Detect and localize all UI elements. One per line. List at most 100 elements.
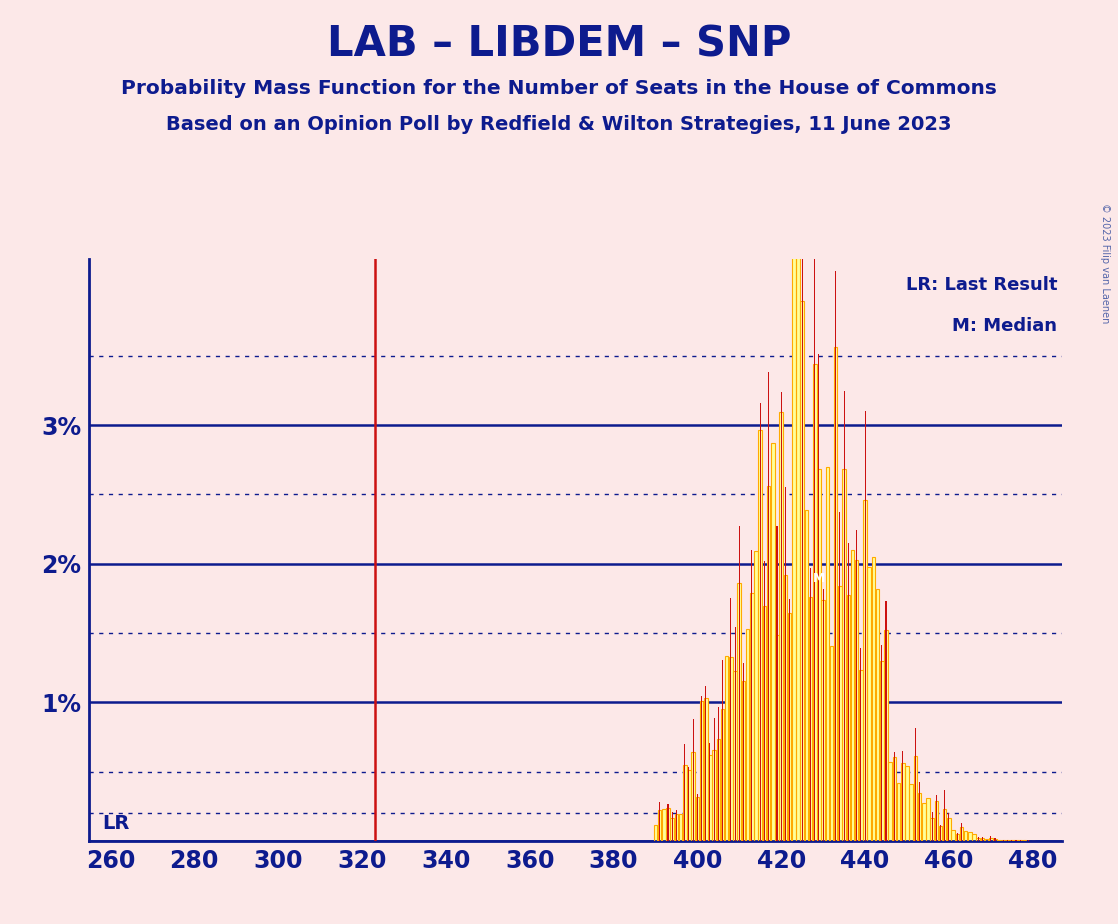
Bar	[851, 550, 854, 841]
Bar	[775, 636, 779, 841]
Bar	[947, 818, 950, 841]
Bar	[750, 593, 754, 841]
Bar	[724, 656, 729, 841]
Bar	[918, 793, 921, 841]
Bar	[989, 838, 993, 841]
Bar	[942, 808, 947, 841]
Bar	[825, 467, 830, 841]
Bar	[993, 839, 997, 841]
Bar	[662, 809, 665, 841]
Bar	[906, 766, 909, 841]
Bar	[897, 783, 900, 841]
Bar	[708, 756, 712, 841]
Bar	[755, 552, 758, 841]
Bar	[834, 347, 837, 841]
Bar	[800, 301, 804, 841]
Bar	[989, 838, 993, 841]
Bar	[855, 561, 859, 841]
Bar	[939, 826, 942, 841]
Bar	[889, 762, 892, 841]
Bar	[855, 561, 859, 841]
Bar	[671, 818, 674, 841]
Bar	[767, 486, 770, 841]
Bar	[838, 587, 842, 841]
Bar	[935, 801, 938, 841]
Bar	[872, 557, 875, 841]
Bar	[788, 614, 792, 841]
Bar	[792, 249, 796, 841]
Bar	[666, 808, 670, 841]
Bar	[750, 593, 754, 841]
Bar	[729, 657, 732, 841]
Bar	[784, 576, 787, 841]
Bar	[859, 670, 863, 841]
Bar	[662, 809, 665, 841]
Bar	[746, 628, 749, 841]
Bar	[674, 814, 679, 841]
Bar	[822, 601, 825, 841]
Bar	[704, 699, 708, 841]
Text: M: Median: M: Median	[953, 317, 1058, 334]
Bar	[922, 803, 926, 841]
Bar	[671, 818, 674, 841]
Bar	[892, 758, 897, 841]
Bar	[846, 595, 850, 841]
Bar	[784, 576, 787, 841]
Bar	[897, 783, 900, 841]
Bar	[875, 590, 880, 841]
Bar	[771, 444, 775, 841]
Bar	[842, 469, 846, 841]
Bar	[704, 699, 708, 841]
Bar	[741, 681, 746, 841]
Bar	[746, 628, 749, 841]
Bar	[993, 839, 997, 841]
Bar	[691, 752, 695, 841]
Bar	[683, 764, 686, 841]
Bar	[666, 808, 670, 841]
Bar	[880, 661, 883, 841]
Bar	[964, 831, 967, 841]
Bar	[800, 301, 804, 841]
Bar	[679, 814, 682, 841]
Bar	[822, 601, 825, 841]
Bar	[779, 412, 783, 841]
Bar	[738, 583, 741, 841]
Bar	[985, 839, 988, 841]
Bar	[863, 500, 866, 841]
Bar	[926, 797, 930, 841]
Bar	[796, 238, 799, 841]
Bar	[695, 797, 699, 841]
Bar	[771, 444, 775, 841]
Bar	[674, 814, 679, 841]
Bar	[767, 486, 770, 841]
Text: LAB – LIBDEM – SNP: LAB – LIBDEM – SNP	[326, 23, 792, 65]
Bar	[805, 510, 808, 841]
Bar	[913, 756, 917, 841]
Bar	[926, 797, 930, 841]
Bar	[859, 670, 863, 841]
Bar	[842, 469, 846, 841]
Bar	[976, 838, 980, 841]
Bar	[700, 701, 703, 841]
Bar	[654, 825, 657, 841]
Text: © 2023 Filip van Laenen: © 2023 Filip van Laenen	[1100, 203, 1110, 323]
Bar	[654, 825, 657, 841]
Bar	[872, 557, 875, 841]
Bar	[875, 590, 880, 841]
Bar	[956, 834, 959, 841]
Bar	[880, 661, 883, 841]
Bar	[868, 567, 871, 841]
Bar	[834, 347, 837, 841]
Bar	[695, 797, 699, 841]
Bar	[712, 749, 716, 841]
Bar	[884, 629, 888, 841]
Bar	[717, 739, 720, 841]
Bar	[779, 412, 783, 841]
Bar	[657, 809, 662, 841]
Bar	[813, 364, 816, 841]
Bar	[959, 827, 964, 841]
Bar	[733, 671, 737, 841]
Bar	[788, 614, 792, 841]
Bar	[691, 752, 695, 841]
Bar	[973, 833, 976, 841]
